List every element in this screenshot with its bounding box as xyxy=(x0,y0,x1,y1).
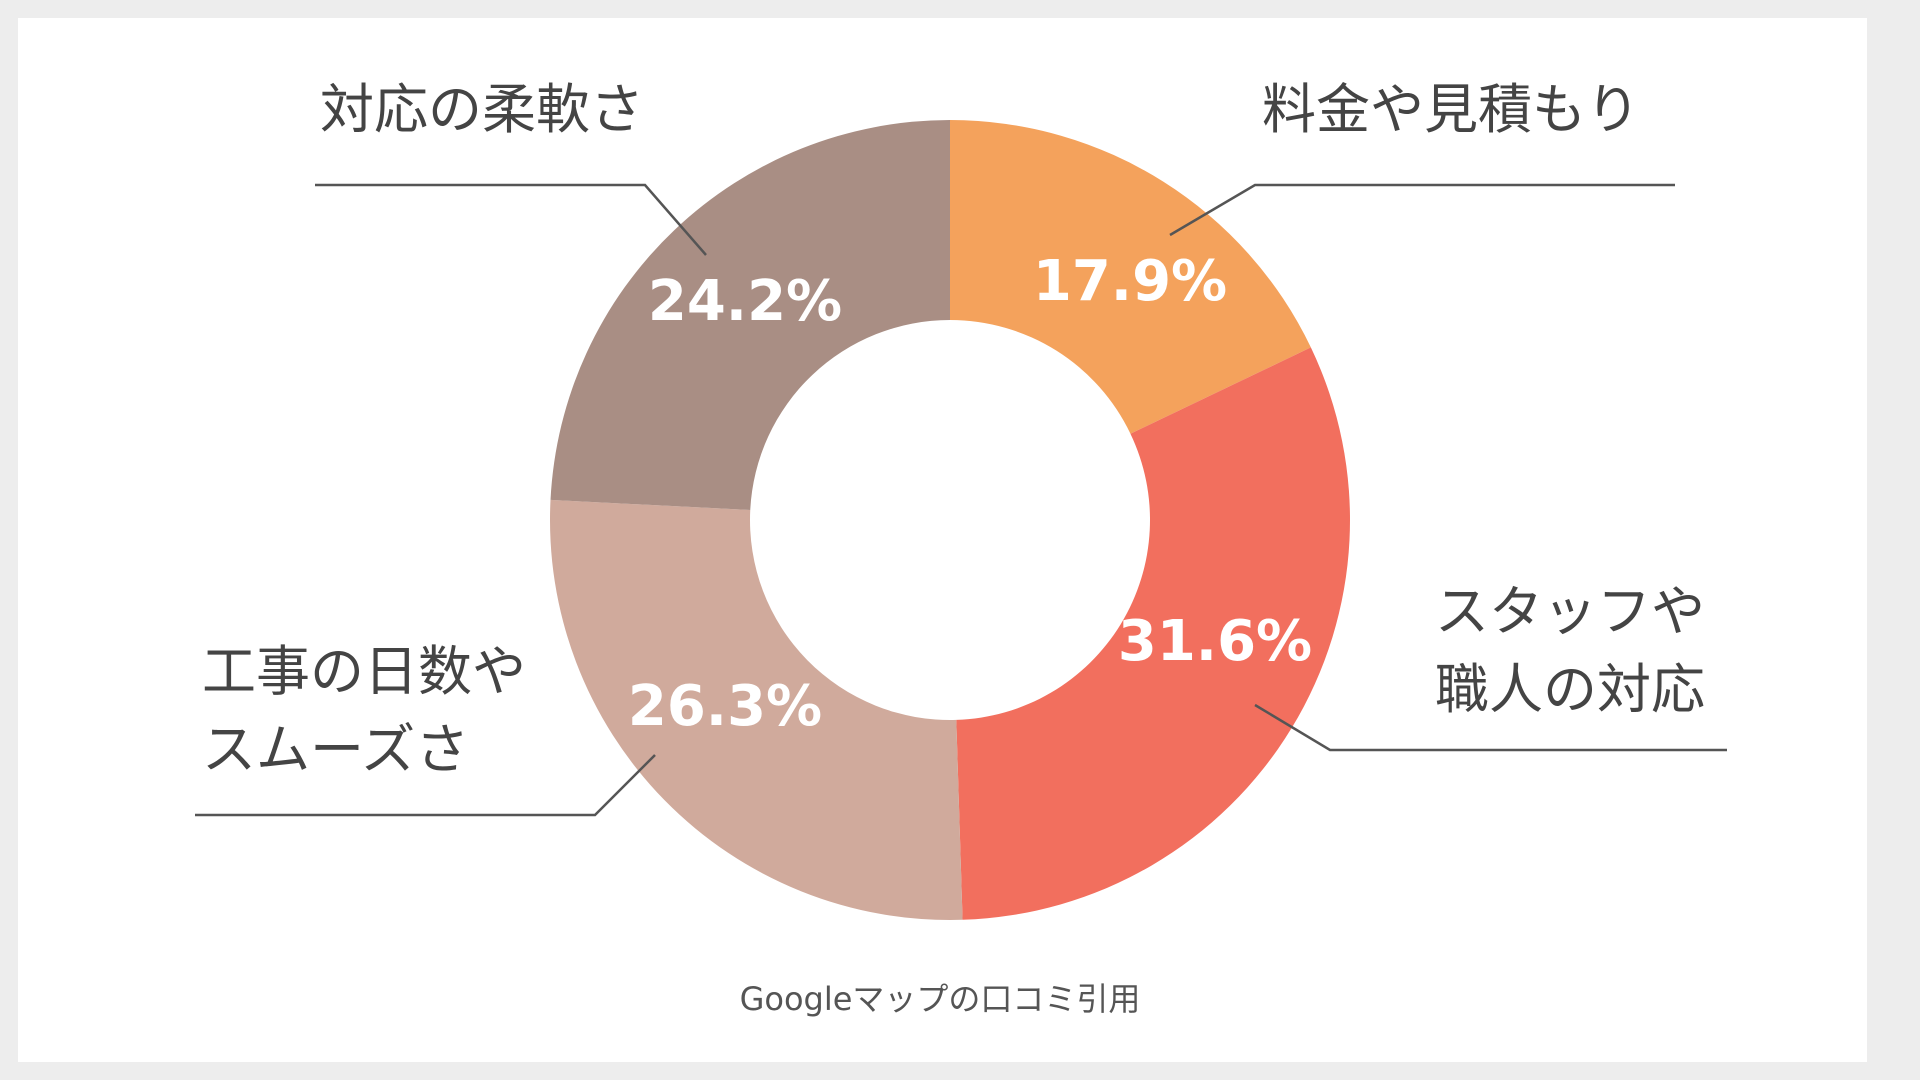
slice-4 xyxy=(550,120,950,510)
category-label-2-line-2: 職人の対応 xyxy=(1435,658,1705,721)
leader-lines-group xyxy=(195,183,1727,817)
slice-3 xyxy=(550,499,963,920)
leader-line-2 xyxy=(1254,703,1727,752)
leader-line-4 xyxy=(315,183,707,256)
value-label-3: 26.3% xyxy=(628,674,822,739)
leader-line-1 xyxy=(1169,183,1675,237)
source-note: Googleマップの口コミ引用 xyxy=(740,980,1141,1018)
slice-1 xyxy=(950,120,1311,434)
category-label-3-line-2: スムーズさ xyxy=(202,718,469,781)
slices-group xyxy=(550,120,1350,920)
value-label-2: 31.6% xyxy=(1118,609,1312,674)
leader-line-3 xyxy=(195,754,656,817)
value-label-1: 17.9% xyxy=(1033,249,1227,314)
value-label-4: 24.2% xyxy=(648,269,842,334)
category-label-4: 対応の柔軟さ xyxy=(320,78,644,141)
slice-2 xyxy=(956,347,1350,920)
value-labels-group: 17.9% 31.6% 26.3% 24.2% xyxy=(628,249,1312,739)
category-label-2-line-1: スタッフや xyxy=(1435,580,1705,643)
category-label-3-line-1: 工事の日数や xyxy=(202,640,526,703)
category-label-1: 料金や見積もり xyxy=(1262,78,1640,141)
